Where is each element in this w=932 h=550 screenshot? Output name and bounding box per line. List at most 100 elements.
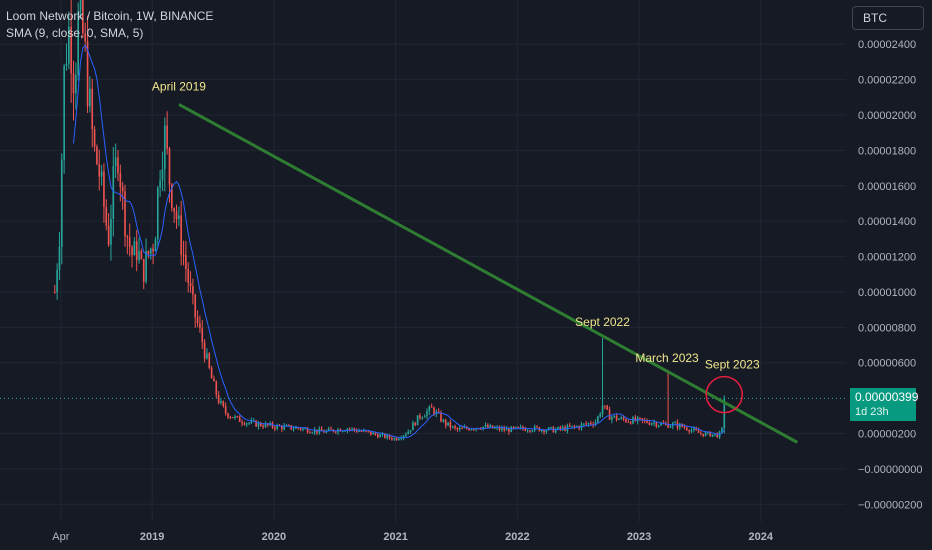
candle-body [412, 422, 414, 431]
candle-body [470, 429, 473, 431]
candle-body [714, 433, 716, 435]
candle-body [372, 432, 374, 435]
currency-button[interactable]: BTC [852, 6, 924, 30]
candle-body [248, 422, 250, 424]
candle-body [194, 294, 197, 318]
candle-body [145, 251, 147, 282]
candle-body [149, 248, 152, 255]
candle-body [288, 425, 290, 427]
candle-body [646, 420, 648, 423]
candle-body [119, 172, 122, 187]
candle-body [96, 146, 98, 165]
candle-body [463, 427, 466, 429]
candle-body [615, 415, 618, 420]
candle-body [629, 421, 632, 424]
candle-body [121, 186, 124, 192]
candle-body [606, 405, 609, 410]
candle-body [353, 428, 356, 431]
candle-body [536, 426, 538, 428]
candle-body [297, 427, 300, 429]
candle-body [573, 425, 576, 427]
candle-body [304, 428, 307, 430]
candle-body [257, 422, 260, 427]
candle-body [156, 187, 159, 240]
x-tick-label: 2023 [627, 531, 651, 543]
candle-body [458, 428, 461, 430]
candle-body [695, 428, 698, 431]
candle-body [667, 423, 669, 428]
candle-body [192, 286, 194, 295]
candle-body [386, 435, 389, 438]
candle-body [110, 218, 112, 245]
candle-body [128, 237, 131, 248]
candle-body [82, 0, 84, 34]
candle-body [199, 323, 201, 328]
candle-body [583, 423, 585, 425]
candle-body [402, 435, 405, 438]
candle-body [454, 426, 456, 429]
candle-body [405, 434, 407, 436]
candle-body [379, 434, 381, 438]
candle-body [341, 430, 344, 432]
candle-body [512, 426, 515, 428]
highlight-circle [705, 375, 744, 414]
candle-body [86, 41, 89, 107]
candle-body [75, 74, 77, 94]
bar-countdown-label: 1d 23h [855, 406, 889, 418]
candle-body [414, 422, 417, 426]
symbol-title[interactable]: Loom Network / Bitcoin, 1W, BINANCE [6, 9, 214, 23]
candle-body [550, 427, 552, 429]
annotation-label: March 2023 [635, 351, 699, 365]
candle-body [281, 426, 283, 430]
candle-body [355, 430, 358, 432]
candle-body [508, 428, 510, 432]
candle-body [480, 428, 482, 430]
candle-body [98, 164, 101, 177]
candle-body [351, 428, 353, 430]
candle-body [299, 428, 302, 430]
candle-body [505, 428, 508, 431]
candle-body [295, 427, 297, 429]
candle-body [702, 433, 705, 436]
candle-body [709, 431, 712, 437]
candle-body [484, 425, 487, 427]
candle-body [196, 317, 199, 324]
candle-body [613, 415, 616, 418]
candle-body [259, 422, 262, 426]
candle-body [178, 215, 180, 219]
candle-body [203, 342, 206, 359]
candle-body [185, 255, 187, 270]
y-tick-label: 0.00002200 [858, 75, 916, 87]
candle-body [93, 129, 96, 147]
candle-body [465, 427, 468, 429]
candle-body [201, 327, 204, 343]
y-tick-label: −0.00000000 [858, 464, 923, 476]
trendline[interactable] [178, 103, 799, 444]
candle-body [163, 125, 166, 170]
candle-body [313, 429, 316, 433]
candle-body [374, 432, 377, 435]
candle-body [540, 429, 543, 432]
candle-body [330, 428, 332, 430]
indicator-legend[interactable]: SMA (9, close, 0, SMA, 5) [6, 26, 144, 40]
candle-body [369, 431, 372, 435]
candle-body [234, 416, 236, 418]
candle-body [678, 423, 681, 428]
candle-body [231, 417, 234, 419]
candle-body [416, 415, 419, 426]
candle-body [519, 426, 522, 428]
candle-body [428, 406, 431, 412]
candle-body [409, 430, 412, 432]
candle-body [133, 241, 136, 256]
current-price-badge: 0.00000399 1d 23h [850, 388, 918, 421]
candle-body [114, 157, 117, 166]
candle-body [697, 430, 700, 433]
candle-body [91, 88, 94, 130]
candle-body [433, 407, 435, 415]
candle-body [241, 421, 243, 424]
candle-body [472, 429, 475, 431]
candle-body [522, 426, 524, 429]
candle-body [611, 417, 613, 420]
candle-body [154, 239, 157, 252]
